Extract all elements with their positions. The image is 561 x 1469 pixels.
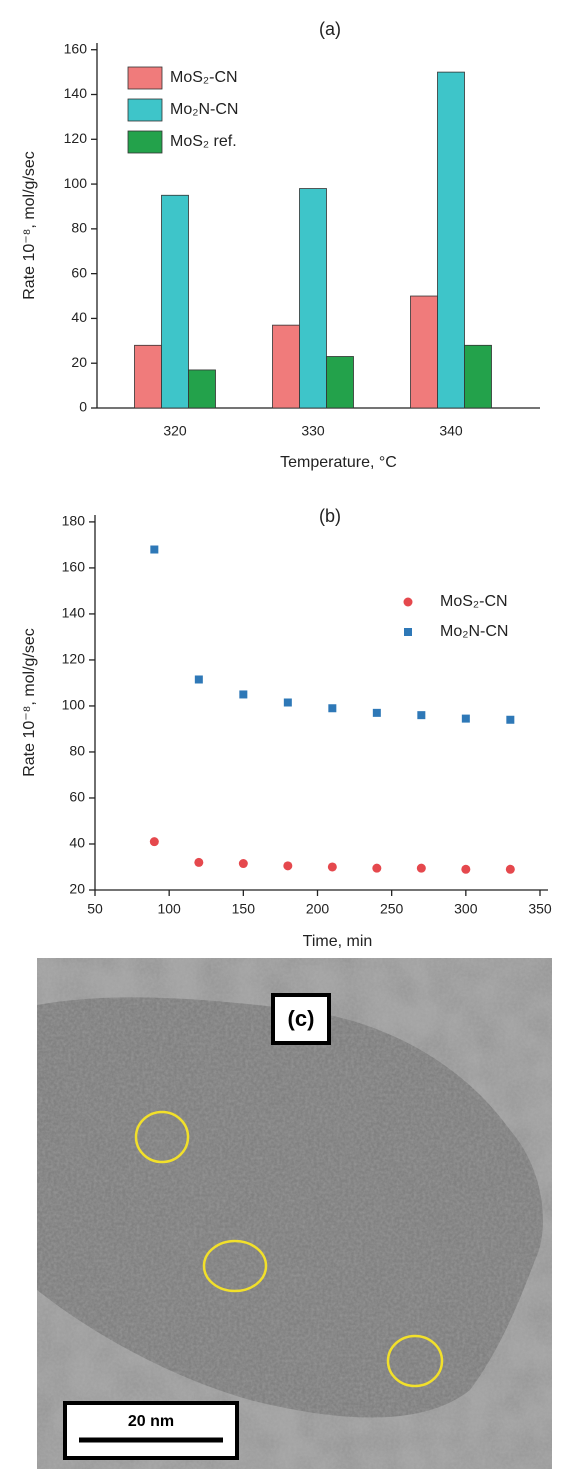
point [194,857,204,867]
point [416,863,426,873]
point [505,864,515,874]
bar [326,356,354,409]
panel-label: (c) [288,1006,315,1031]
x-tick-label: 340 [439,423,463,439]
bar [134,344,162,409]
x-tick-label: 150 [232,901,256,917]
y-tick-label: 160 [64,40,88,56]
y-tick-label: 160 [62,559,86,575]
y-axis-label: Rate 10⁻⁸, mol/g/sec [21,628,38,777]
legend-swatch [127,98,163,122]
bar [299,188,327,409]
bar [161,194,189,409]
x-tick-label: 300 [454,901,478,917]
highlight-circle [202,1239,268,1293]
bar [272,324,300,409]
legend-label: Mo₂N-CN [440,623,508,640]
x-axis-label: Temperature, °C [280,454,397,471]
y-tick-label: 40 [69,835,85,851]
legend-label: MoS₂ ref. [170,133,237,150]
y-tick-label: 20 [71,354,87,370]
y-tick-label: 80 [69,743,85,759]
x-axis-label: Time, min [303,933,373,950]
legend-label: MoS₂-CN [440,593,508,610]
chart-title: (b) [319,506,341,526]
y-tick-label: 180 [62,513,86,529]
point [150,545,159,554]
y-tick-label: 120 [62,651,86,667]
y-tick-label: 100 [64,175,88,191]
legend-marker [404,628,412,636]
point [372,863,382,873]
y-tick-label: 20 [69,881,85,897]
point [372,708,381,717]
legend-swatch [127,66,163,90]
bar [464,344,492,409]
point [417,711,426,720]
scale-bar-label: 20 nm [128,1413,174,1430]
point [283,861,293,871]
bar [188,369,216,409]
x-tick-label: 250 [380,901,404,917]
chart-title: (a) [319,19,341,39]
point [328,704,337,713]
legend-label: Mo₂N-CN [170,101,238,118]
highlight-circle [134,1110,190,1164]
point [327,862,337,872]
y-tick-label: 40 [71,309,87,325]
y-tick-label: 60 [71,264,87,280]
x-tick-label: 100 [157,901,181,917]
y-tick-label: 140 [62,605,86,621]
point [194,675,203,684]
y-tick-label: 0 [79,399,87,415]
point [461,864,471,874]
point [149,837,159,847]
x-tick-label: 320 [163,423,187,439]
x-tick-label: 200 [306,901,330,917]
x-tick-label: 330 [301,423,325,439]
point [461,714,470,723]
legend-label: MoS₂-CN [170,69,238,86]
bar [410,295,438,409]
highlight-circle [386,1334,444,1388]
y-tick-label: 120 [64,130,88,146]
x-tick-label: 50 [87,901,103,917]
legend-marker [403,597,413,607]
label-box [271,993,331,1045]
point [506,715,515,724]
y-tick-label: 100 [62,697,86,713]
point [238,859,248,869]
y-tick-label: 80 [71,220,87,236]
bar [437,71,465,409]
point [283,698,292,707]
scale-bar-box [63,1401,239,1460]
y-tick-label: 60 [69,789,85,805]
y-tick-label: 140 [64,85,88,101]
micrograph: (c) 20 nm [37,958,552,1469]
x-tick-label: 350 [528,901,552,917]
legend-swatch [127,130,163,154]
point [239,690,248,699]
y-axis-label: Rate 10⁻⁸, mol/g/sec [21,151,38,300]
